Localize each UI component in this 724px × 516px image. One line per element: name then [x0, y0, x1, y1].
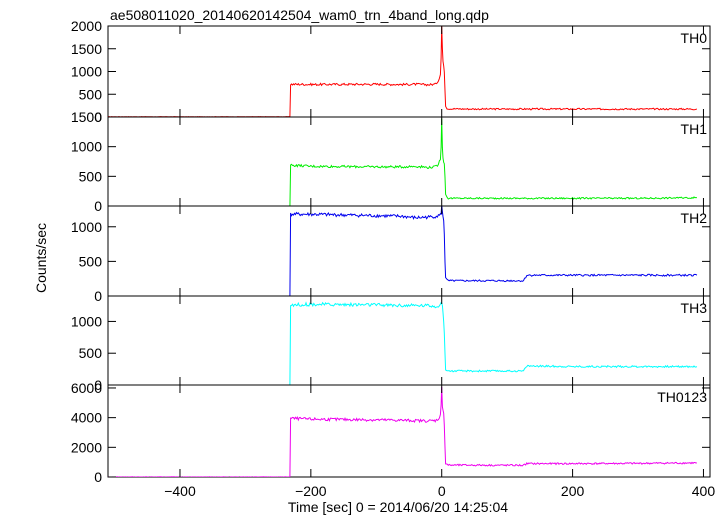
panel-frame: [107, 384, 711, 478]
x-tick-label: 0: [438, 483, 446, 499]
x-axis-tick-labels: −400 −200 0 200 400: [164, 483, 715, 499]
y-tick-label: 500: [79, 253, 103, 269]
y-tick-label: 1000: [71, 219, 102, 235]
series-line-th2: [289, 206, 698, 296]
y-tick-label: 0: [94, 288, 102, 304]
y-tick-label: 0: [94, 377, 102, 393]
y-tick-label: 0: [94, 109, 102, 125]
panel-frame: [107, 205, 711, 297]
y-tick-label: 2000: [71, 439, 102, 455]
chart-title: ae508011020_20140620142504_wam0_trn_4ban…: [110, 7, 489, 23]
y-tick-label: 1000: [71, 313, 102, 329]
band-label-th0123: TH0123: [657, 389, 707, 405]
y-tick-label: 1500: [71, 41, 102, 57]
band-label-th3: TH3: [681, 300, 708, 316]
band-label-th2: TH2: [681, 210, 708, 226]
x-tick-label: −400: [164, 483, 196, 499]
y-axis-label: Counts/sec: [33, 223, 49, 293]
y-tick-label: 500: [79, 345, 103, 361]
x-tick-label: −200: [295, 483, 327, 499]
panel-th1: 0 500 1000 1500 TH1: [71, 109, 711, 214]
band-label-th1: TH1: [681, 121, 708, 137]
y-tick-label: 1000: [71, 64, 102, 80]
panel-th3: 0 500 1000 TH3: [71, 295, 711, 393]
series-line-th0123: [108, 386, 697, 477]
band-label-th0: TH0: [681, 30, 708, 46]
panels-group: 0 500 1000 1500 2000 TH0 0 500 1000 1500 TH1 0 500 10…: [71, 18, 711, 485]
x-axis-label: Time [sec] 0 = 2014/06/20 14:25:04: [288, 499, 508, 515]
y-tick-label: 4000: [71, 410, 102, 426]
panel-frame: [107, 25, 711, 118]
series-line-th1: [289, 118, 697, 206]
x-tick-label: 400: [692, 483, 716, 499]
panel-frame: [107, 295, 711, 386]
y-tick-label: 500: [79, 168, 103, 184]
panel-th2: 0 500 1000 TH2: [71, 205, 711, 304]
y-tick-label: 1000: [71, 139, 102, 155]
y-tick-label: 0: [94, 198, 102, 214]
series-line-th3: [116, 301, 698, 385]
panel-th0: 0 500 1000 1500 2000 TH0: [71, 18, 711, 125]
y-tick-label: 2000: [71, 18, 102, 34]
y-tick-label: 0: [94, 469, 102, 485]
series-line-th0: [108, 26, 698, 117]
y-tick-label: 1500: [71, 109, 102, 125]
panel-th0123: 0 2000 4000 6000 TH0123: [71, 380, 711, 485]
panel-frame: [107, 116, 711, 207]
x-tick-label: 200: [561, 483, 585, 499]
y-tick-label: 6000: [71, 380, 102, 396]
y-tick-label: 500: [79, 86, 103, 102]
